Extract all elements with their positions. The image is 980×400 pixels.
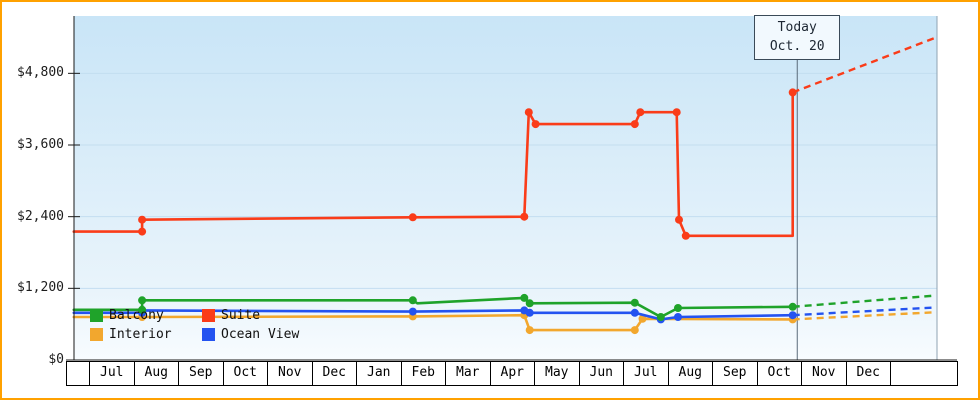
data-point-suite[interactable] (681, 231, 690, 240)
data-point-interior[interactable] (630, 326, 639, 335)
y-axis-label: $4,800 (17, 65, 64, 81)
data-point-balcony[interactable] (138, 305, 147, 314)
data-point-balcony[interactable] (525, 299, 534, 308)
legend-swatch-icon (90, 328, 103, 341)
legend-item-balcony: Balcony (90, 308, 202, 323)
month-cell: Nov (801, 361, 847, 386)
legend-swatch-icon (202, 328, 215, 341)
data-point-interior[interactable] (638, 314, 647, 323)
data-point-ocean-view[interactable] (674, 313, 682, 321)
y-axis-label: $1,200 (17, 280, 64, 296)
month-cell: Dec (845, 361, 891, 386)
x-axis-month-row: Jul Aug Sep Oct Nov Dec Jan Feb Mar Apr May Jun Jul A… (66, 361, 958, 386)
data-point-suite[interactable] (788, 88, 797, 97)
month-cell: May (534, 361, 580, 386)
legend-label: Balcony (109, 308, 164, 323)
month-cell: Sep (178, 361, 224, 386)
legend-label: Suite (221, 308, 261, 323)
month-cell: Jan (356, 361, 402, 386)
data-point-suite[interactable] (531, 120, 540, 129)
data-point-balcony[interactable] (630, 298, 639, 307)
data-point-suite[interactable] (408, 213, 417, 222)
data-point-balcony[interactable] (408, 296, 417, 305)
month-cell: Sep (712, 361, 758, 386)
data-point-suite[interactable] (524, 108, 533, 117)
legend-swatch-icon (90, 309, 103, 322)
data-point-suite[interactable] (672, 108, 681, 117)
data-point-balcony[interactable] (788, 302, 797, 311)
month-cell: Jul (623, 361, 669, 386)
data-point-suite[interactable] (138, 227, 147, 236)
data-point-suite[interactable] (630, 120, 639, 129)
month-cell: Dec (311, 361, 357, 386)
legend-item-ocean-view: Ocean View (202, 327, 299, 342)
legend-item-suite: Suite (202, 308, 299, 323)
legend-label: Ocean View (221, 327, 300, 342)
month-row-spacer (66, 361, 90, 386)
legend: Balcony Suite Interior Ocean View (90, 308, 299, 342)
data-point-balcony[interactable] (138, 296, 147, 305)
data-point-balcony[interactable] (520, 293, 529, 302)
month-cell: Feb (400, 361, 446, 386)
data-point-ocean-view[interactable] (525, 308, 534, 317)
legend-item-interior: Interior (90, 327, 202, 342)
month-cell: Aug (133, 361, 179, 386)
data-point-ocean-view[interactable] (408, 307, 417, 316)
data-point-suite[interactable] (675, 215, 683, 224)
data-point-interior[interactable] (525, 326, 534, 335)
today-label: Today (777, 20, 817, 35)
data-point-suite[interactable] (520, 212, 529, 221)
y-axis-label: $3,600 (17, 137, 64, 152)
month-cell: Jun (578, 361, 624, 386)
y-axis-label: $2,400 (17, 208, 64, 224)
month-cell: Nov (267, 361, 313, 386)
data-point-suite[interactable] (636, 108, 645, 117)
month-cell: Jul (89, 361, 135, 386)
today-marker-box: Today Oct. 20 (754, 15, 841, 60)
data-point-ocean-view[interactable] (630, 308, 639, 317)
month-cell: Aug (667, 361, 713, 386)
data-point-suite[interactable] (138, 215, 147, 224)
data-point-ocean-view[interactable] (788, 311, 797, 320)
series-projection-suite (792, 36, 937, 94)
y-axis-label: $0 (48, 352, 64, 367)
month-cell: Mar (445, 361, 491, 386)
month-cell: Oct (222, 361, 268, 386)
today-date: Oct. 20 (769, 39, 825, 54)
data-point-balcony[interactable] (674, 304, 682, 312)
legend-swatch-icon (202, 309, 215, 322)
legend-label: Interior (109, 327, 172, 342)
month-cell: Apr (489, 361, 535, 386)
data-point-balcony[interactable] (656, 313, 665, 321)
month-cell: Oct (756, 361, 802, 386)
month-row-spacer (890, 361, 958, 386)
